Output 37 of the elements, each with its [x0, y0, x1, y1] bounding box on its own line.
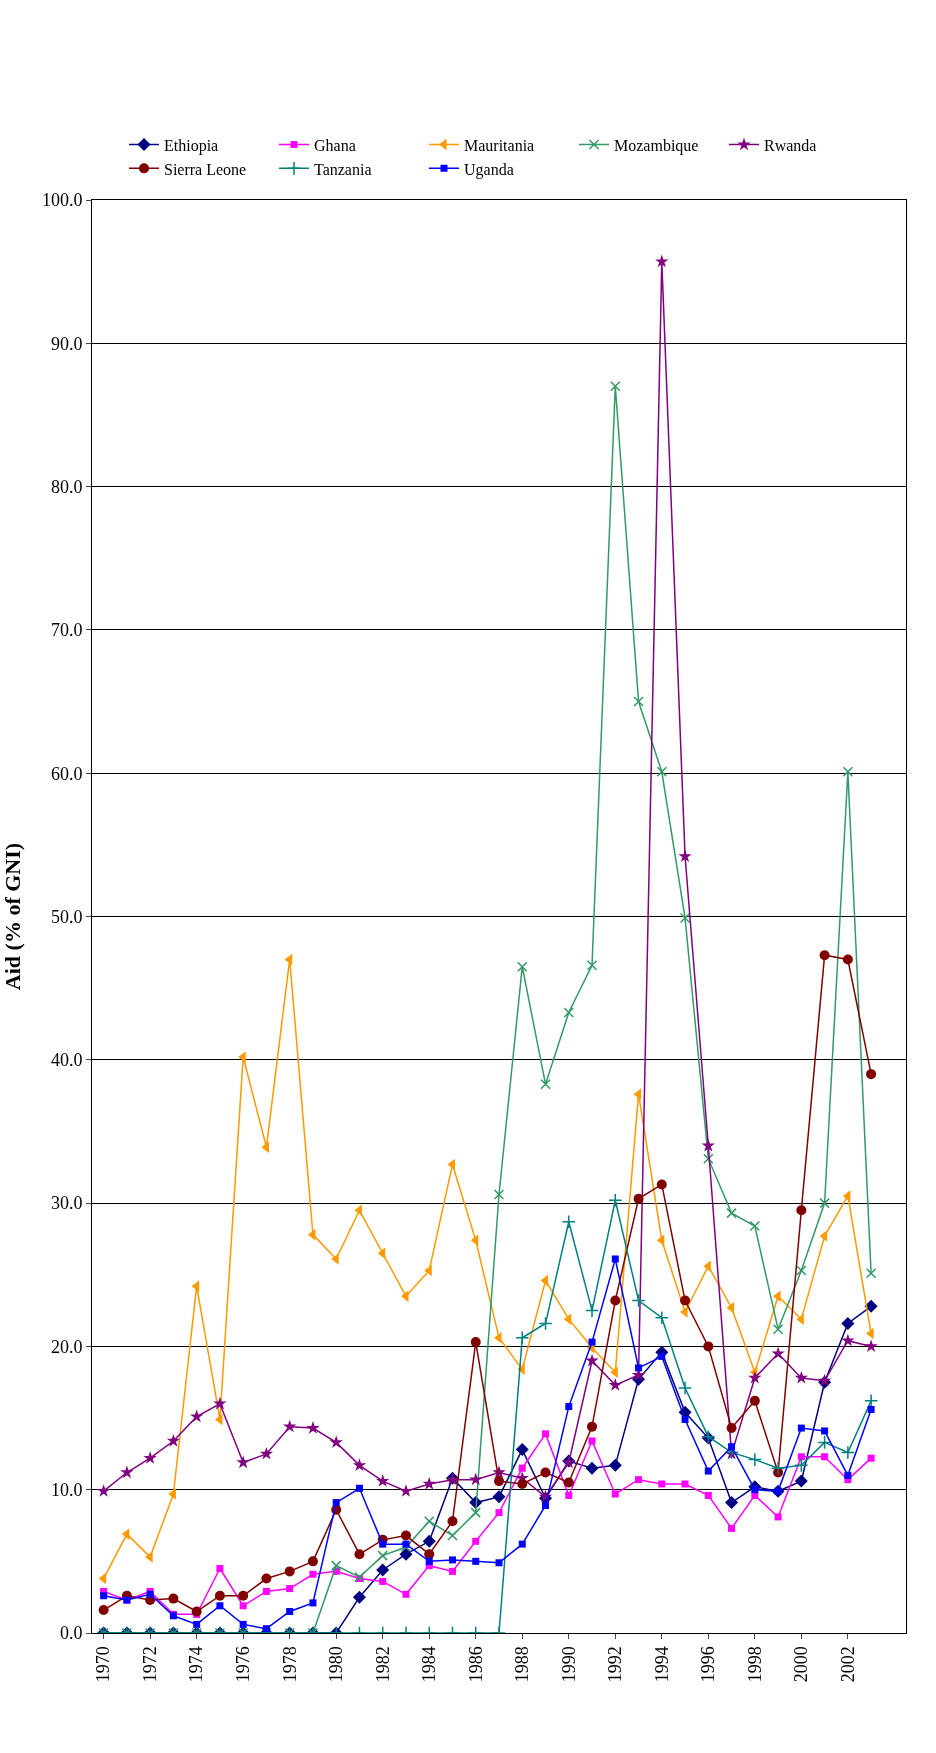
x-tick-label: 1986 [465, 1646, 486, 1683]
x-tick-label: 2002 [837, 1646, 858, 1683]
x-tick-label: 1984 [419, 1646, 440, 1683]
legend-label: Rwanda [764, 136, 817, 154]
x-tick-label: 1980 [326, 1646, 347, 1683]
y-tick-label: 90.0 [50, 333, 83, 354]
y-tick-label: 30.0 [50, 1193, 83, 1214]
legend-label: Mauritania [464, 136, 535, 154]
legend-label: Ghana [314, 136, 356, 154]
x-tick-label: 1970 [93, 1646, 114, 1683]
x-tick-label: 1990 [558, 1646, 579, 1683]
y-tick-label: 0.0 [59, 1623, 83, 1644]
y-tick-label: 20.0 [50, 1336, 83, 1357]
y-tick-label: 40.0 [50, 1050, 83, 1071]
x-tick-label: 1974 [186, 1646, 207, 1683]
legend-label: Uganda [464, 160, 514, 179]
y-tick-label: 100.0 [41, 190, 83, 211]
x-tick-label: 1992 [605, 1646, 626, 1683]
x-tick-label: 1972 [139, 1646, 160, 1683]
legend-label: Ethiopia [164, 136, 219, 155]
x-tick-label: 1976 [233, 1646, 254, 1683]
legend-label: Tanzania [314, 160, 372, 178]
y-tick-label: 70.0 [50, 620, 83, 641]
x-tick-label: 1998 [744, 1646, 765, 1683]
x-tick-label: 1982 [372, 1646, 393, 1683]
y-tick-label: 60.0 [50, 763, 83, 784]
x-tick-label: 2000 [791, 1646, 812, 1683]
y-tick-label: 80.0 [50, 476, 83, 497]
y-tick-label: 10.0 [50, 1480, 83, 1500]
y-axis-title: Aid (% of GNI) [0, 842, 25, 991]
x-tick-label: 1996 [698, 1646, 719, 1683]
x-tick-label: 1978 [279, 1646, 300, 1683]
legend-label: Mozambique [614, 136, 699, 155]
x-tick-label: 1994 [651, 1646, 672, 1683]
x-tick-label: 1988 [512, 1646, 533, 1683]
legend-label: Sierra Leone [164, 160, 247, 178]
y-tick-label: 50.0 [50, 906, 83, 927]
